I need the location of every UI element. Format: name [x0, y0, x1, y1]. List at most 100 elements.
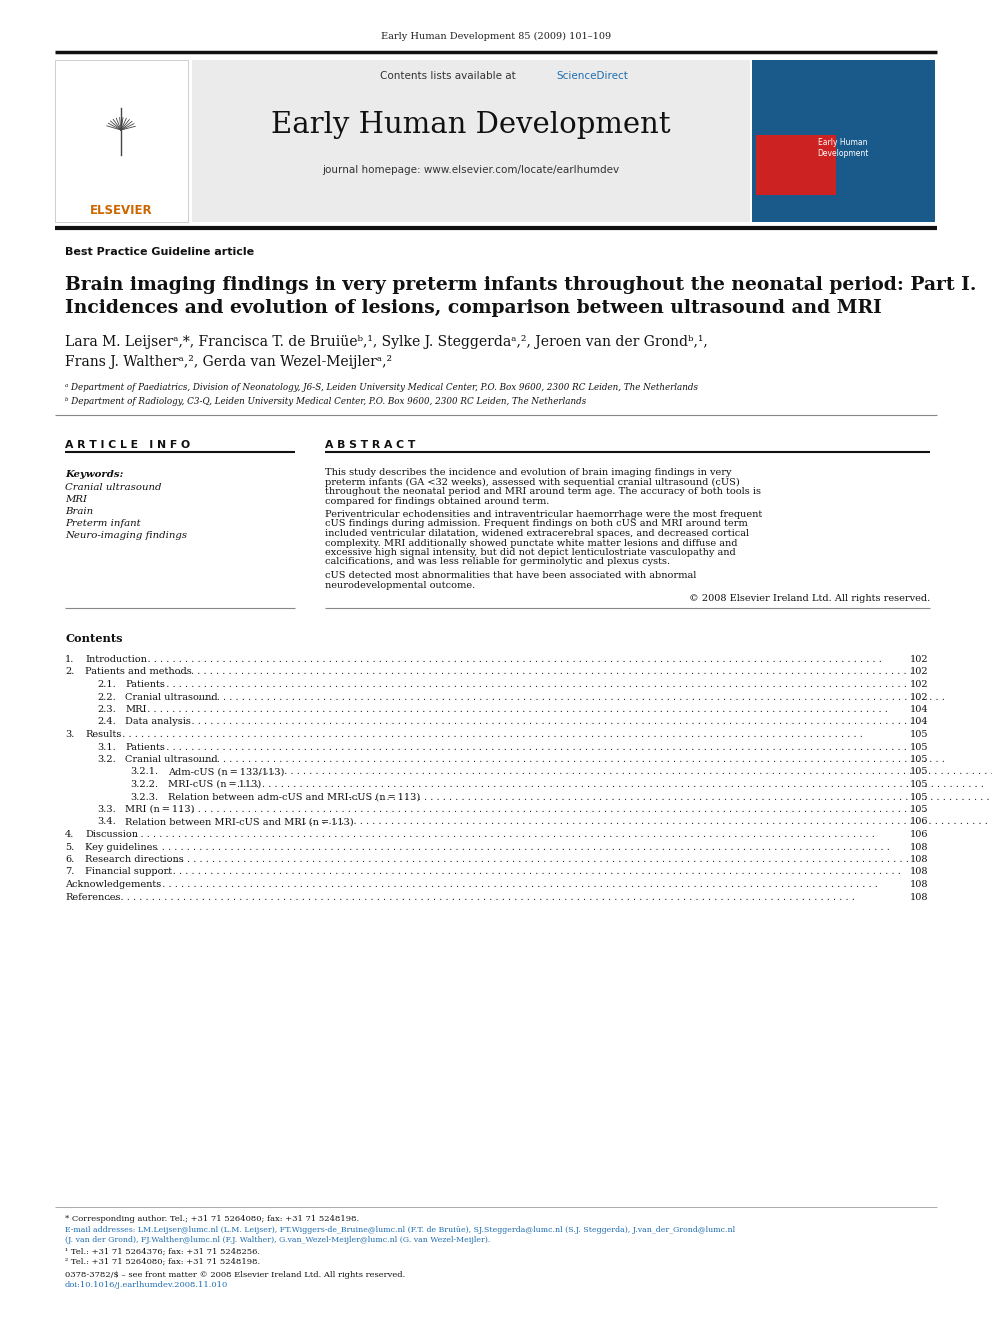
Text: Preterm infant: Preterm infant — [65, 519, 141, 528]
Text: 104: 104 — [910, 717, 928, 726]
Text: journal homepage: www.elsevier.com/locate/earlhumdev: journal homepage: www.elsevier.com/locat… — [322, 165, 620, 175]
FancyBboxPatch shape — [192, 60, 750, 222]
Text: ᵃ Department of Paediatrics, Division of Neonatology, J6-S, Leiden University Me: ᵃ Department of Paediatrics, Division of… — [65, 384, 698, 393]
Text: 105: 105 — [910, 730, 928, 740]
Text: Brain imaging findings in very preterm infants throughout the neonatal period: P: Brain imaging findings in very preterm i… — [65, 277, 976, 294]
Text: Cranial ultrasound: Cranial ultrasound — [65, 483, 162, 492]
Text: . . . . . . . . . . . . . . . . . . . . . . . . . . . . . . . . . . . . . . . . : . . . . . . . . . . . . . . . . . . . . … — [131, 880, 881, 889]
Text: . . . . . . . . . . . . . . . . . . . . . . . . . . . . . . . . . . . . . . . . : . . . . . . . . . . . . . . . . . . . . … — [162, 855, 913, 864]
Text: Discussion: Discussion — [85, 830, 138, 839]
Text: MRI (n = 113): MRI (n = 113) — [125, 804, 194, 814]
Text: 104: 104 — [910, 705, 928, 714]
Text: . . . . . . . . . . . . . . . . . . . . . . . . . . . . . . . . . . . . . . . . : . . . . . . . . . . . . . . . . . . . . … — [166, 668, 916, 676]
Text: Cranial ultrasound: Cranial ultrasound — [125, 692, 217, 701]
FancyBboxPatch shape — [756, 135, 836, 194]
Text: 108: 108 — [910, 855, 928, 864]
Text: Early Human Development: Early Human Development — [271, 111, 671, 139]
Text: Patients: Patients — [125, 680, 165, 689]
Text: neurodevelopmental outcome.: neurodevelopmental outcome. — [325, 581, 475, 590]
Text: included ventricular dilatation, widened extracerebral spaces, and decreased cor: included ventricular dilatation, widened… — [325, 529, 749, 538]
Text: 108: 108 — [910, 868, 928, 877]
Text: 4.: 4. — [65, 830, 74, 839]
Text: 2.3.: 2.3. — [97, 705, 116, 714]
Text: Periventricular echodensities and intraventricular haemorrhage were the most fre: Periventricular echodensities and intrav… — [325, 509, 762, 519]
Text: 5.: 5. — [65, 843, 74, 852]
Text: . . . . . . . . . . . . . . . . . . . . . . . . . . . . . . . . . . . . . . . . : . . . . . . . . . . . . . . . . . . . . … — [155, 868, 905, 877]
Text: Introduction: Introduction — [85, 655, 147, 664]
Text: Adm-cUS (n = 133/113): Adm-cUS (n = 133/113) — [168, 767, 285, 777]
Text: 3.3.: 3.3. — [97, 804, 116, 814]
Text: 105: 105 — [910, 742, 928, 751]
Text: . . . . . . . . . . . . . . . . . . . . . . . . . . . . . . . . . . . . . . . . : . . . . . . . . . . . . . . . . . . . . … — [128, 830, 878, 839]
Text: 102: 102 — [910, 668, 928, 676]
Text: 6.: 6. — [65, 855, 74, 864]
Text: Research directions: Research directions — [85, 855, 184, 864]
Text: . . . . . . . . . . . . . . . . . . . . . . . . . . . . . . . . . . . . . . . . : . . . . . . . . . . . . . . . . . . . . … — [160, 742, 910, 751]
Text: . . . . . . . . . . . . . . . . . . . . . . . . . . . . . . . . . . . . . . . . : . . . . . . . . . . . . . . . . . . . . … — [179, 804, 930, 814]
Text: 105: 105 — [910, 767, 928, 777]
Text: 3.4.: 3.4. — [97, 818, 116, 827]
Text: 3.2.3.: 3.2.3. — [130, 792, 158, 802]
Text: 105: 105 — [910, 804, 928, 814]
Text: . . . . . . . . . . . . . . . . . . . . . . . . . . . . . . . . . . . . . . . . : . . . . . . . . . . . . . . . . . . . . … — [253, 767, 992, 777]
Text: ScienceDirect: ScienceDirect — [556, 71, 628, 81]
Text: Data analysis: Data analysis — [125, 717, 190, 726]
Text: Keywords:: Keywords: — [65, 470, 123, 479]
Text: . . . . . . . . . . . . . . . . . . . . . . . . . . . . . . . . . . . . . . . . : . . . . . . . . . . . . . . . . . . . . … — [116, 730, 866, 740]
Text: Results: Results — [85, 730, 121, 740]
Text: 102: 102 — [910, 692, 928, 701]
Text: MRI: MRI — [65, 495, 87, 504]
Text: Relation between MRI-cUS and MRI (n = 113): Relation between MRI-cUS and MRI (n = 11… — [125, 818, 353, 827]
FancyBboxPatch shape — [55, 60, 188, 222]
Text: MRI-cUS (n = 113): MRI-cUS (n = 113) — [168, 781, 261, 789]
Text: 2.1.: 2.1. — [97, 680, 116, 689]
Text: . . . . . . . . . . . . . . . . . . . . . . . . . . . . . . . . . . . . . . . . : . . . . . . . . . . . . . . . . . . . . … — [179, 717, 930, 726]
Text: 2.4.: 2.4. — [97, 717, 116, 726]
Text: (J. van der Grond), FJ.Walther@lumc.nl (F.J. Walther), G.van_Wezel-Meijler@lumc.: (J. van der Grond), FJ.Walther@lumc.nl (… — [65, 1236, 490, 1244]
Text: 106: 106 — [910, 830, 928, 839]
Text: Lara M. Leijserᵃ,*, Francisca T. de Bruiüeᵇ,¹, Sylke J. Steggerdaᵃ,², Jeroen van: Lara M. Leijserᵃ,*, Francisca T. de Brui… — [65, 335, 707, 349]
Text: Incidences and evolution of lesions, comparison between ultrasound and MRI: Incidences and evolution of lesions, com… — [65, 299, 882, 318]
Text: . . . . . . . . . . . . . . . . . . . . . . . . . . . . . . . . . . . . . . . . : . . . . . . . . . . . . . . . . . . . . … — [135, 655, 885, 664]
Text: Contents: Contents — [65, 632, 122, 644]
Text: 3.2.2.: 3.2.2. — [130, 781, 158, 789]
FancyBboxPatch shape — [752, 60, 935, 222]
Text: . . . . . . . . . . . . . . . . . . . . . . . . . . . . . . . . . . . . . . . . : . . . . . . . . . . . . . . . . . . . . … — [291, 818, 992, 827]
Text: complexity. MRI additionally showed punctate white matter lesions and diffuse an: complexity. MRI additionally showed punc… — [325, 538, 737, 548]
Text: Relation between adm-cUS and MRI-cUS (n = 113): Relation between adm-cUS and MRI-cUS (n … — [168, 792, 421, 802]
Text: * Corresponding author. Tel.; +31 71 5264080; fax: +31 71 5248198.: * Corresponding author. Tel.; +31 71 526… — [65, 1215, 359, 1222]
Text: 3.: 3. — [65, 730, 74, 740]
Text: Brain: Brain — [65, 507, 93, 516]
Text: 108: 108 — [910, 843, 928, 852]
Text: Contents lists available at: Contents lists available at — [380, 71, 519, 81]
Text: 1.: 1. — [65, 655, 74, 664]
Text: . . . . . . . . . . . . . . . . . . . . . . . . . . . . . . . . . . . . . . . . : . . . . . . . . . . . . . . . . . . . . … — [107, 893, 857, 901]
Text: 105: 105 — [910, 781, 928, 789]
Text: References: References — [65, 893, 120, 901]
Text: 3.1.: 3.1. — [97, 742, 116, 751]
Text: 3.2.1.: 3.2.1. — [130, 767, 158, 777]
Text: Patients and methods: Patients and methods — [85, 668, 191, 676]
Text: . . . . . . . . . . . . . . . . . . . . . . . . . . . . . . . . . . . . . . . . : . . . . . . . . . . . . . . . . . . . . … — [237, 781, 987, 789]
Text: . . . . . . . . . . . . . . . . . . . . . . . . . . . . . . . . . . . . . . . . : . . . . . . . . . . . . . . . . . . . . … — [198, 692, 948, 701]
Text: Best Practice Guideline article: Best Practice Guideline article — [65, 247, 254, 257]
Text: ² Tel.: +31 71 5264080; fax: +31 71 5248198.: ² Tel.: +31 71 5264080; fax: +31 71 5248… — [65, 1258, 260, 1266]
Text: 7.: 7. — [65, 868, 74, 877]
Text: E-mail addresses: LM.Leijser@lumc.nl (L.M. Leijser), FT.Wiggers-de_Bruine@lumc.n: E-mail addresses: LM.Leijser@lumc.nl (L.… — [65, 1226, 735, 1234]
Text: . . . . . . . . . . . . . . . . . . . . . . . . . . . . . . . . . . . . . . . . : . . . . . . . . . . . . . . . . . . . . … — [141, 705, 891, 714]
Text: Key guidelines: Key guidelines — [85, 843, 158, 852]
Text: . . . . . . . . . . . . . . . . . . . . . . . . . . . . . . . . . . . . . . . . : . . . . . . . . . . . . . . . . . . . . … — [143, 843, 893, 852]
Text: 0378-3782/$ – see front matter © 2008 Elsevier Ireland Ltd. All rights reserved.: 0378-3782/$ – see front matter © 2008 El… — [65, 1271, 406, 1279]
Text: ELSEVIER: ELSEVIER — [89, 204, 153, 217]
Text: A R T I C L E   I N F O: A R T I C L E I N F O — [65, 441, 190, 450]
Text: 2.: 2. — [65, 668, 74, 676]
Text: MRI: MRI — [125, 705, 147, 714]
Text: excessive high signal intensity, but did not depict lenticulostriate vasculopath: excessive high signal intensity, but did… — [325, 548, 736, 557]
Text: 105: 105 — [910, 755, 928, 763]
Text: 102: 102 — [910, 655, 928, 664]
Text: Acknowledgements: Acknowledgements — [65, 880, 162, 889]
Text: 2.2.: 2.2. — [97, 692, 116, 701]
Text: 106: 106 — [910, 818, 928, 827]
Text: Financial support: Financial support — [85, 868, 173, 877]
Text: Frans J. Waltherᵃ,², Gerda van Wezel-Meijlerᵃ,²: Frans J. Waltherᵃ,², Gerda van Wezel-Mei… — [65, 355, 392, 369]
